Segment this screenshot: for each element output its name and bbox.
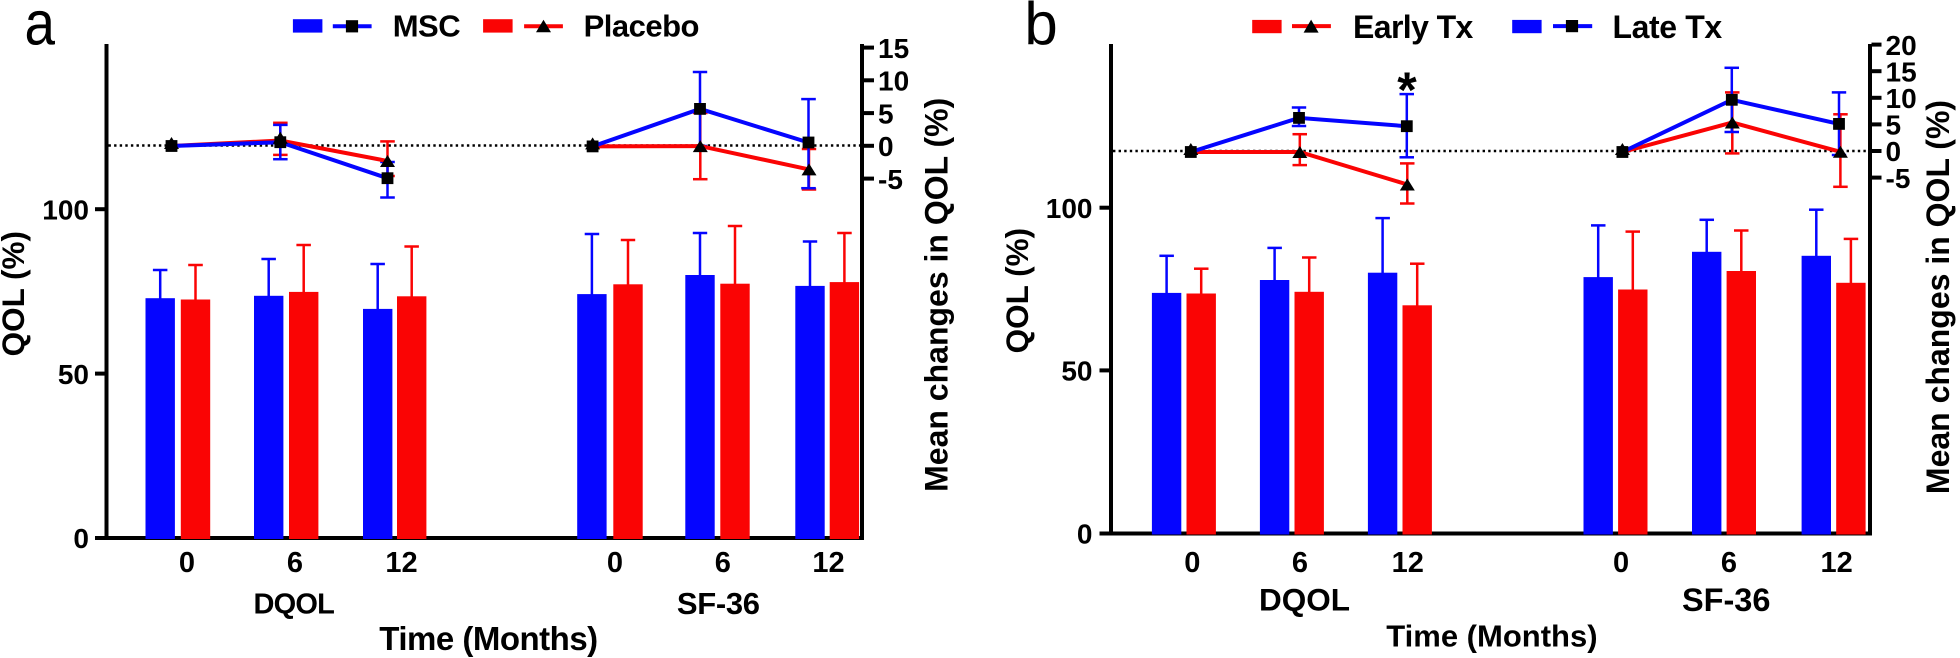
svg-text:Late Tx: Late Tx: [1613, 9, 1723, 45]
svg-text:*: *: [1397, 62, 1417, 118]
svg-text:50: 50: [58, 359, 89, 390]
svg-text:Early Tx: Early Tx: [1353, 9, 1474, 45]
svg-text:DQOL: DQOL: [254, 588, 335, 620]
svg-text:20: 20: [1886, 30, 1917, 61]
svg-text:50: 50: [1061, 356, 1092, 387]
svg-text:100: 100: [1046, 193, 1093, 224]
svg-text:6: 6: [1721, 547, 1737, 579]
svg-text:Placebo: Placebo: [584, 9, 699, 44]
svg-text:5: 5: [878, 98, 894, 129]
svg-text:DQOL: DQOL: [1259, 582, 1350, 618]
svg-text:0: 0: [1613, 547, 1629, 579]
svg-text:5: 5: [1886, 110, 1902, 141]
svg-text:a: a: [25, 0, 56, 59]
svg-text:15: 15: [878, 33, 909, 64]
svg-text:MSC: MSC: [393, 9, 461, 44]
svg-text:Time (Months): Time (Months): [379, 620, 597, 657]
svg-text:6: 6: [715, 547, 731, 579]
svg-text:0: 0: [607, 547, 623, 579]
svg-text:100: 100: [42, 194, 89, 225]
svg-text:6: 6: [287, 547, 303, 579]
svg-text:12: 12: [1820, 547, 1852, 579]
svg-text:10: 10: [1886, 83, 1917, 114]
svg-text:SF-36: SF-36: [1682, 582, 1771, 618]
svg-text:b: b: [1024, 0, 1057, 57]
svg-text:SF-36: SF-36: [677, 586, 760, 621]
svg-text:0: 0: [1077, 519, 1093, 550]
svg-text:QOL (%): QOL (%): [999, 228, 1035, 353]
svg-text:QOL (%): QOL (%): [0, 231, 31, 356]
svg-text:0: 0: [73, 523, 89, 554]
svg-text:12: 12: [812, 547, 844, 579]
svg-text:15: 15: [1886, 56, 1917, 87]
svg-text:0: 0: [878, 131, 894, 162]
svg-text:-5: -5: [1886, 163, 1911, 194]
svg-text:Time (Months): Time (Months): [1386, 619, 1597, 654]
svg-text:0: 0: [179, 547, 195, 579]
svg-text:Mean changes in QOL (%): Mean changes in QOL (%): [919, 98, 955, 492]
svg-text:12: 12: [1392, 547, 1424, 579]
svg-text:0: 0: [1184, 547, 1200, 579]
svg-text:6: 6: [1292, 547, 1308, 579]
svg-text:10: 10: [878, 66, 909, 97]
svg-text:-5: -5: [878, 164, 903, 195]
svg-text:0: 0: [1886, 136, 1902, 167]
svg-text:12: 12: [385, 547, 417, 579]
svg-text:Mean changes in QOL (%): Mean changes in QOL (%): [1920, 100, 1956, 494]
